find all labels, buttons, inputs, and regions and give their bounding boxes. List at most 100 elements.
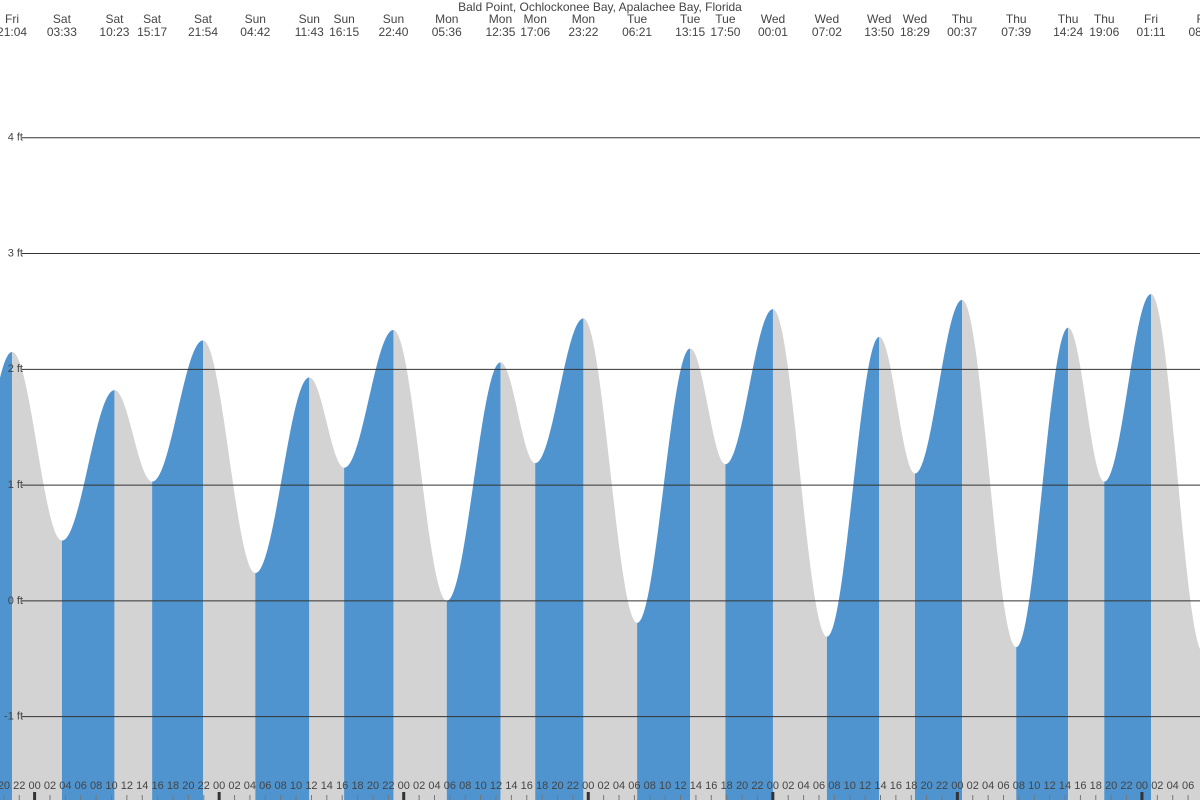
x-tick-label: 12 [490, 780, 502, 792]
x-tick-label: 12 [674, 780, 686, 792]
time-label: 04:42 [240, 25, 270, 39]
falling-area [500, 362, 536, 800]
x-tick-label: 06 [628, 780, 640, 792]
day-label: Thu [952, 12, 973, 26]
day-label: Mon [435, 12, 458, 26]
falling-area [393, 329, 447, 800]
x-tick-label: 08 [644, 780, 656, 792]
x-tick-label: 04 [613, 780, 625, 792]
x-tick-label: 00 [767, 780, 779, 792]
x-tick-label: 22 [13, 780, 25, 792]
x-tick-label: 20 [1105, 780, 1117, 792]
x-tick-label: 16 [152, 780, 164, 792]
time-label: 05:36 [432, 25, 462, 39]
x-tick-label: 04 [797, 780, 809, 792]
day-label: Fri [1144, 12, 1158, 26]
y-tick-label: 1 ft [8, 479, 23, 491]
day-label: Mon [489, 12, 512, 26]
x-tick-label: 08 [1013, 780, 1025, 792]
x-tick-label: 14 [874, 780, 886, 792]
x-tick-label: 00 [951, 780, 963, 792]
day-label: Sun [245, 12, 266, 26]
x-tick-label: 14 [690, 780, 702, 792]
x-tick-label: 00 [1136, 780, 1148, 792]
x-tick-label: 16 [521, 780, 533, 792]
x-tick-label: 22 [567, 780, 579, 792]
day-label: Wed [815, 12, 839, 26]
rising-area [1016, 327, 1069, 800]
x-tick-label: 02 [1151, 780, 1163, 792]
day-label: Wed [867, 12, 891, 26]
day-label: Sat [143, 12, 162, 26]
x-tick-label: 10 [844, 780, 856, 792]
x-tick-label: 08 [275, 780, 287, 792]
x-tick-label: 14 [505, 780, 517, 792]
time-label: 21:04 [0, 25, 27, 39]
x-tick-label: 02 [598, 780, 610, 792]
x-tick-label: 22 [751, 780, 763, 792]
x-tick-label: 02 [967, 780, 979, 792]
time-label: 16:15 [329, 25, 359, 39]
rising-area [255, 377, 310, 800]
x-tick-label: 18 [167, 780, 179, 792]
falling-area [690, 348, 726, 800]
x-tick-label: 18 [1090, 780, 1102, 792]
day-label: Fri [5, 12, 19, 26]
time-label: 15:17 [137, 25, 167, 39]
day-label: Sat [105, 12, 124, 26]
day-label: Thu [1006, 12, 1027, 26]
rising-area [344, 329, 394, 800]
y-tick-label: 4 ft [8, 132, 23, 144]
x-tick-label: 14 [136, 780, 148, 792]
rising-area [914, 299, 963, 800]
rising-area [152, 340, 204, 800]
x-tick-label: 20 [0, 780, 10, 792]
x-tick-label: 02 [413, 780, 425, 792]
falling-area [772, 309, 827, 800]
time-label: 18:29 [900, 25, 930, 39]
x-tick-label: 20 [367, 780, 379, 792]
x-tick-label: 12 [121, 780, 133, 792]
x-tick-label: 08 [828, 780, 840, 792]
x-tick-label: 02 [44, 780, 56, 792]
day-label: Thu [1058, 12, 1079, 26]
rising-area [826, 336, 880, 800]
rising-area [61, 390, 115, 800]
falling-area [12, 351, 62, 800]
falling-area [114, 390, 153, 800]
x-tick-label: 00 [213, 780, 225, 792]
falling-area [1151, 294, 1200, 800]
x-tick-label: 22 [936, 780, 948, 792]
time-label: 08:00 [1188, 25, 1200, 39]
day-label: Sat [194, 12, 213, 26]
x-tick-label: 02 [782, 780, 794, 792]
time-label: 03:33 [47, 25, 77, 39]
chart-title: Bald Point, Ochlockonee Bay, Apalachee B… [458, 0, 742, 14]
x-tick-label: 16 [1074, 780, 1086, 792]
day-label: Sun [333, 12, 354, 26]
time-label: 17:50 [710, 25, 740, 39]
x-tick-label: 10 [105, 780, 117, 792]
time-label: 12:35 [485, 25, 515, 39]
day-label: Tue [627, 12, 648, 26]
x-tick-label: 10 [290, 780, 302, 792]
x-tick-label: 18 [905, 780, 917, 792]
time-label: 19:06 [1089, 25, 1119, 39]
time-label: 14:24 [1053, 25, 1083, 39]
day-label: Tue [715, 12, 736, 26]
x-tick-label: 18 [351, 780, 363, 792]
x-tick-label: 00 [398, 780, 410, 792]
x-tick-label: 16 [336, 780, 348, 792]
rising-area [0, 351, 13, 800]
day-label: Tue [680, 12, 701, 26]
x-tick-label: 14 [321, 780, 333, 792]
falling-area [203, 340, 256, 800]
time-label: 00:37 [947, 25, 977, 39]
x-tick-label: 08 [459, 780, 471, 792]
x-tick-label: 04 [59, 780, 71, 792]
rising-area [535, 318, 584, 800]
time-label: 22:40 [378, 25, 408, 39]
fills [0, 294, 1200, 800]
x-tick-label: 00 [582, 780, 594, 792]
x-tick-label: 14 [1059, 780, 1071, 792]
